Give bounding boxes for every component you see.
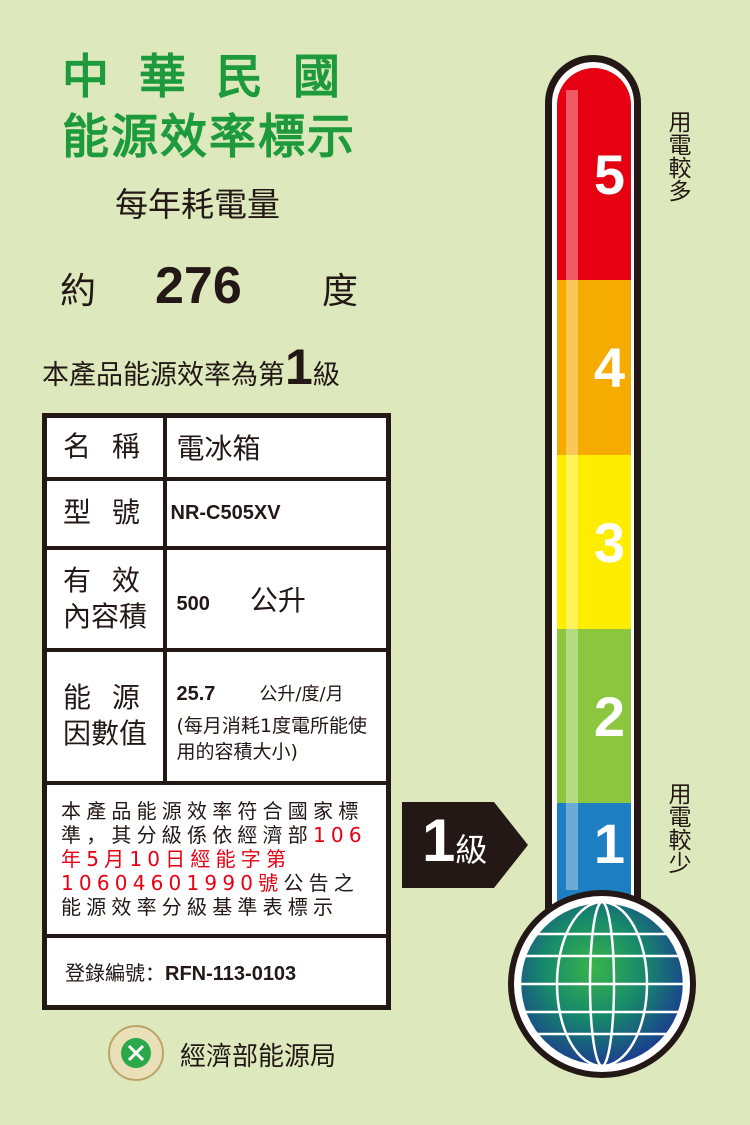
- factor-label-1: 能 源: [63, 681, 146, 714]
- title-roc: 中華民國: [62, 50, 370, 105]
- annual-consumption: 約 276 度: [60, 257, 380, 315]
- table-row: 能 源因數值 25.7 公升/度/月 (每月消耗1度電所能使用的容積大小): [42, 647, 391, 785]
- level-4: 4: [557, 280, 631, 455]
- capacity-unit: 公升: [249, 583, 306, 617]
- table-row: 本產品能源效率符合國家標準，其分級係依經濟部106年5月10日經能字第10604…: [42, 780, 391, 938]
- notice-text-end: 公告之能源效率分級基準表標示: [61, 871, 359, 919]
- level-3: 3: [557, 455, 631, 629]
- registration-value: RFN-113-0103: [165, 962, 297, 985]
- usage-value: 276: [155, 257, 242, 315]
- regulation-notice: 本產品能源效率符合國家標準，其分級係依經濟部106年5月10日經能字第10604…: [42, 780, 391, 938]
- more-power-label: 用電較多: [664, 110, 690, 202]
- arrow-grade: 1: [422, 807, 456, 874]
- grade-number: 1: [285, 339, 313, 395]
- arrow-grade-suffix: 級: [455, 831, 488, 869]
- capacity-value: 500: [176, 592, 210, 615]
- level-2: 2: [557, 629, 631, 803]
- registration-label: 登錄編號：: [65, 960, 165, 985]
- grade-suffix: 級: [312, 360, 340, 391]
- table-row: 有 效內容積 500 公升: [42, 545, 391, 652]
- grade-statement: 本產品能源效率為第1級: [42, 338, 340, 396]
- table-row: 登錄編號：RFN-113-0103: [42, 933, 391, 1010]
- usage-prefix: 約: [60, 271, 97, 312]
- factor-note: (每月消耗1度電所能使用的容積大小): [176, 714, 368, 763]
- capacity-label-2: 內容積: [63, 599, 148, 633]
- globe-icon: [508, 890, 696, 1078]
- table-row: 名 稱電冰箱: [42, 413, 391, 481]
- name-label: 名 稱: [42, 413, 167, 481]
- title-energy-label: 能源效率標示: [62, 110, 356, 165]
- scale-ticks: [566, 90, 578, 890]
- factor-value: 25.7: [176, 682, 216, 705]
- less-power-label: 用電較少: [664, 782, 690, 874]
- table-row: 型 號 NR-C505XV: [42, 476, 391, 550]
- factor-unit: 公升/度/月: [259, 683, 344, 705]
- name-value: 電冰箱: [162, 413, 391, 481]
- grade-prefix: 本產品能源效率為第: [42, 360, 285, 391]
- model-value: NR-C505XV: [162, 476, 391, 550]
- capacity-label-1: 有 效: [63, 563, 146, 597]
- bureau-name: 經濟部能源局: [180, 1042, 337, 1072]
- factor-label-2: 因數值: [63, 717, 148, 750]
- notice-red-text: 106年5月10日經能字第10604601990號: [61, 823, 367, 895]
- level-5: 5: [557, 68, 631, 280]
- usage-unit: 度: [322, 271, 359, 312]
- product-info-table: 名 稱電冰箱 型 號 NR-C505XV 有 效內容積 500 公升 能 源因數值 25…: [42, 413, 391, 1010]
- bureau-of-energy-logo: [108, 1025, 164, 1081]
- model-label: 型 號: [42, 476, 167, 550]
- notice-text: 本產品能源效率符合國家標準，其分級係依經濟部: [61, 799, 364, 847]
- annual-consumption-heading: 每年耗電量: [115, 185, 280, 224]
